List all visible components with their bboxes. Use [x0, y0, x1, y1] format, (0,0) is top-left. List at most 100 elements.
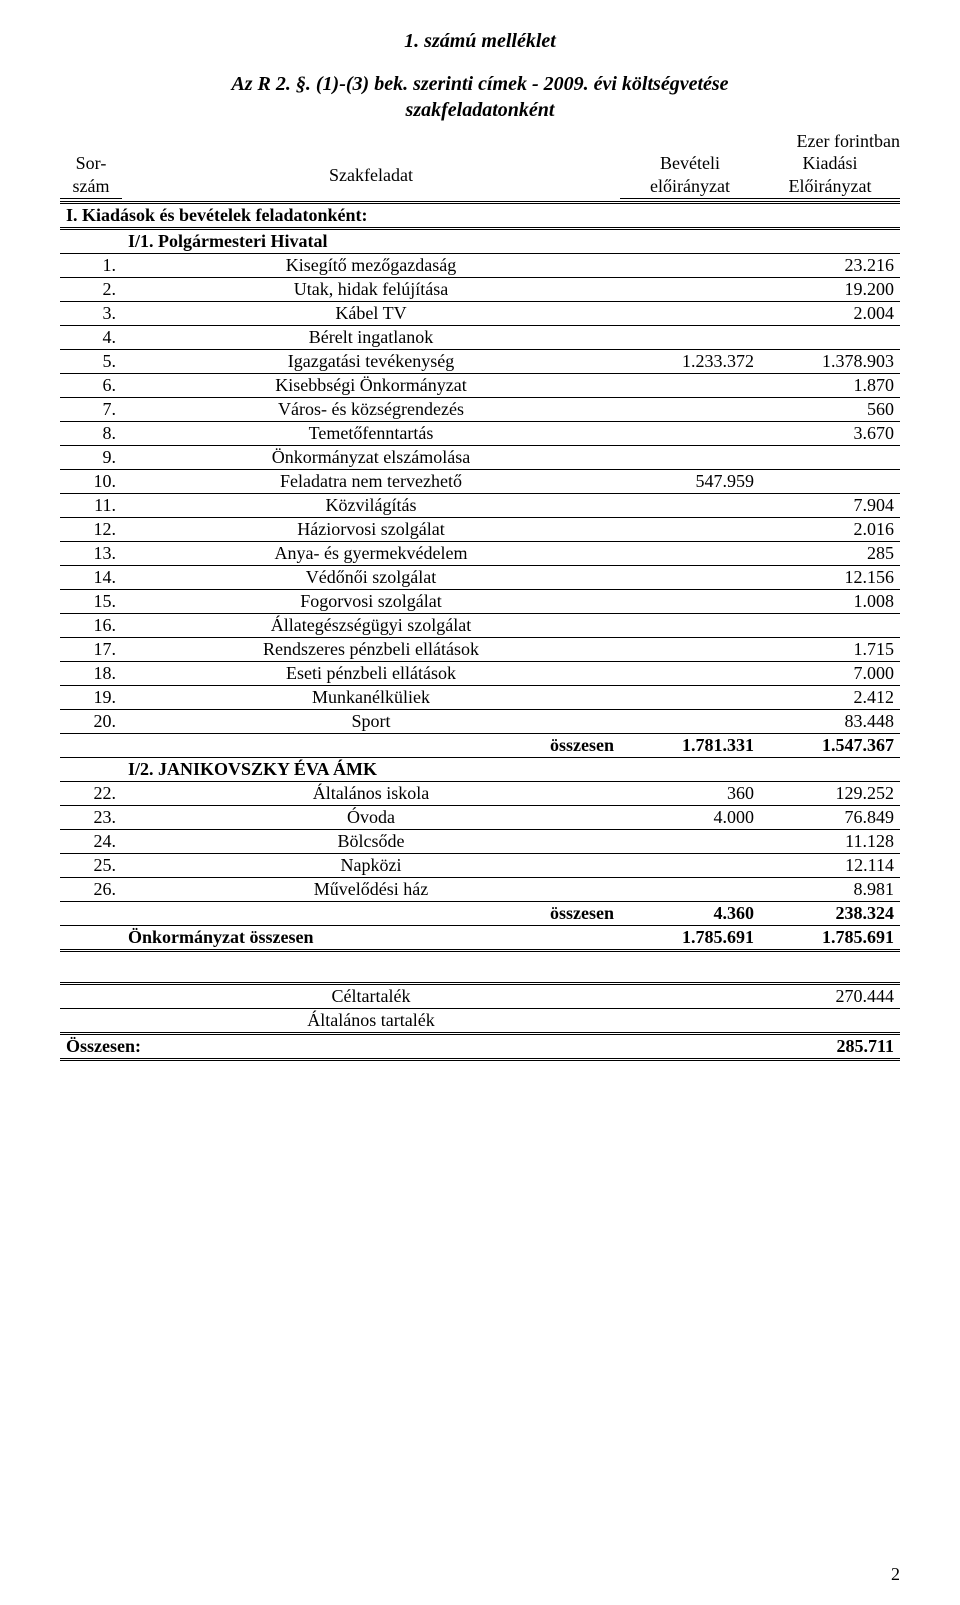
row-num: 12. — [60, 518, 122, 542]
row-v2: 12.156 — [760, 566, 900, 590]
row-v2: 11.128 — [760, 830, 900, 854]
row-v2: 8.981 — [760, 878, 900, 902]
row-v1 — [620, 710, 760, 734]
row-num: 2. — [60, 278, 122, 302]
table-row: 20.Sport83.448 — [60, 710, 900, 734]
row-desc: Közvilágítás — [122, 494, 620, 518]
row-desc: Önkormányzat elszámolása — [122, 446, 620, 470]
row-v1 — [620, 878, 760, 902]
row-num: 24. — [60, 830, 122, 854]
row-v2: 7.000 — [760, 662, 900, 686]
row-v2 — [760, 326, 900, 350]
row-v2: 1.870 — [760, 374, 900, 398]
row-v2: 2.412 — [760, 686, 900, 710]
row-desc: Általános iskola — [122, 782, 620, 806]
row-desc: Rendszeres pénzbeli ellátások — [122, 638, 620, 662]
row-num: 16. — [60, 614, 122, 638]
reserve-table: Céltartalék 270.444 Általános tartalék Ö… — [60, 980, 900, 1061]
row-v2: 1.008 — [760, 590, 900, 614]
row-v2: 1.378.903 — [760, 350, 900, 374]
reserve-total-label: Összesen: — [60, 1034, 620, 1060]
row-desc: Óvoda — [122, 806, 620, 830]
subtitle-line1: Az R 2. §. (1)-(3) bek. szerinti címek -… — [231, 73, 728, 95]
row-num: 14. — [60, 566, 122, 590]
row-v1 — [620, 422, 760, 446]
row-desc: Bérelt ingatlanok — [122, 326, 620, 350]
row-v2: 2.016 — [760, 518, 900, 542]
table-row: 9.Önkormányzat elszámolása — [60, 446, 900, 470]
hdr-col4a: Kiadási — [760, 152, 900, 175]
table-row: 13.Anya- és gyermekvédelem285 — [60, 542, 900, 566]
table-row: 24.Bölcsőde 11.128 — [60, 830, 900, 854]
row-desc: Város- és községrendezés — [122, 398, 620, 422]
reserve-r2-label: Általános tartalék — [122, 1009, 620, 1034]
row-v1 — [620, 590, 760, 614]
row-v1 — [620, 686, 760, 710]
table-row: 19.Munkanélküliek2.412 — [60, 686, 900, 710]
row-num: 15. — [60, 590, 122, 614]
grand-label: Önkormányzat összesen — [122, 926, 620, 951]
row-desc: Művelődési ház — [122, 878, 620, 902]
unit-label: Ezer forintban — [60, 131, 900, 152]
hdr-col3a: Bevételi — [620, 152, 760, 175]
row-v2: 7.904 — [760, 494, 900, 518]
row-num: 22. — [60, 782, 122, 806]
row-v2: 23.216 — [760, 254, 900, 278]
row-v1 — [620, 854, 760, 878]
row-v2: 19.200 — [760, 278, 900, 302]
reserve-r1-label: Céltartalék — [122, 984, 620, 1009]
row-desc: Védőnői szolgálat — [122, 566, 620, 590]
row-v2: 129.252 — [760, 782, 900, 806]
table-row: 17.Rendszeres pénzbeli ellátások1.715 — [60, 638, 900, 662]
row-desc: Munkanélküliek — [122, 686, 620, 710]
attachment-title: 1. számú melléklet — [60, 30, 900, 53]
row-desc: Háziorvosi szolgálat — [122, 518, 620, 542]
table-row: 3.Kábel TV2.004 — [60, 302, 900, 326]
row-v2 — [760, 470, 900, 494]
row-desc: Feladatra nem tervezhető — [122, 470, 620, 494]
row-v1: 360 — [620, 782, 760, 806]
table-row: 12.Háziorvosi szolgálat 2.016 — [60, 518, 900, 542]
table-row: 8.Temetőfenntartás3.670 — [60, 422, 900, 446]
row-v1 — [620, 494, 760, 518]
row-v2: 2.004 — [760, 302, 900, 326]
row-v2: 83.448 — [760, 710, 900, 734]
hdr-col1a: Sor- — [60, 152, 122, 175]
row-num: 5. — [60, 350, 122, 374]
row-num: 1. — [60, 254, 122, 278]
row-v2 — [760, 446, 900, 470]
row-desc: Fogorvosi szolgálat — [122, 590, 620, 614]
row-v1 — [620, 662, 760, 686]
reserve-total-v: 285.711 — [760, 1034, 900, 1060]
section-i-label: I. Kiadások és bevételek feladatonként: — [60, 203, 620, 229]
row-v1 — [620, 638, 760, 662]
row-v1 — [620, 446, 760, 470]
sum2-label: összesen — [122, 902, 620, 926]
row-num: 18. — [60, 662, 122, 686]
budget-table: Sor- Szakfeladat Bevételi Kiadási szám e… — [60, 152, 900, 952]
row-v1 — [620, 278, 760, 302]
row-desc: Sport — [122, 710, 620, 734]
table-row: 23.Óvoda4.00076.849 — [60, 806, 900, 830]
row-v1 — [620, 254, 760, 278]
page-number: 2 — [891, 1564, 900, 1585]
table-row: 15.Fogorvosi szolgálat 1.008 — [60, 590, 900, 614]
row-v1 — [620, 566, 760, 590]
row-v1 — [620, 302, 760, 326]
row-v1 — [620, 398, 760, 422]
row-num: 9. — [60, 446, 122, 470]
row-num: 26. — [60, 878, 122, 902]
row-desc: Utak, hidak felújítása — [122, 278, 620, 302]
hdr-col4b: Előirányzat — [760, 175, 900, 199]
table-row: 26.Művelődési ház 8.981 — [60, 878, 900, 902]
hdr-col3b: előirányzat — [620, 175, 760, 199]
row-desc: Napközi — [122, 854, 620, 878]
row-v1: 4.000 — [620, 806, 760, 830]
row-v1 — [620, 374, 760, 398]
sum2-v2: 238.324 — [760, 902, 900, 926]
sum1-v1: 1.781.331 — [620, 734, 760, 758]
row-v2: 76.849 — [760, 806, 900, 830]
row-desc: Kisegítő mezőgazdaság — [122, 254, 620, 278]
row-desc: Bölcsőde — [122, 830, 620, 854]
row-num: 8. — [60, 422, 122, 446]
